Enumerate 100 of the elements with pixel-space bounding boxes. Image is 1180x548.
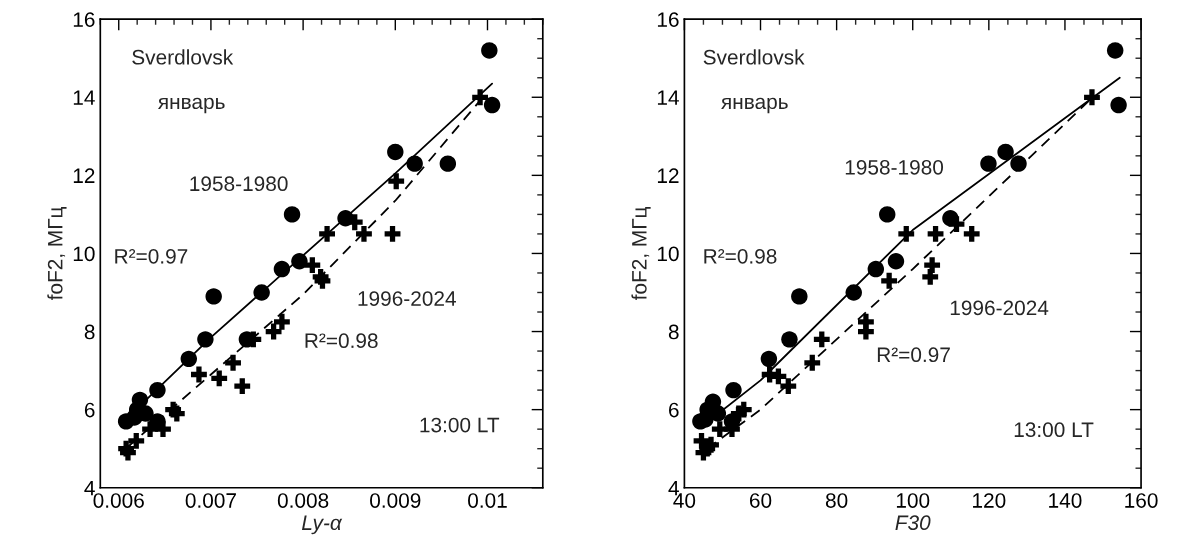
annotation: Sverdlovsk [132,49,234,65]
point [197,331,214,348]
point [1084,89,1100,106]
point [319,226,335,242]
x-axis-title: Ly-α [301,515,343,535]
x-tick-label: 0.009 [370,493,421,508]
point [481,42,498,59]
x-axis-title: F30 [895,515,931,531]
point [813,331,830,348]
point [387,143,404,161]
point [791,288,808,305]
point [711,421,728,438]
point [697,411,714,428]
point [142,421,158,438]
x-tick-label: 100 [896,493,930,508]
point [858,323,874,340]
point [804,354,821,371]
y-tick-label: 8 [84,324,95,340]
x-tick-label: 0.006 [93,493,144,508]
annotation: 1958-1980 [845,159,944,175]
annotation: январь [158,97,225,114]
point [980,155,997,172]
point [356,226,372,242]
point [483,96,501,114]
point [406,155,423,172]
point [304,257,321,274]
point [867,260,885,278]
annotation: R²=0.97 [877,347,950,363]
annotation: R²=0.97 [115,248,188,264]
y-axis-title: foF2, МГц [631,207,651,301]
annotation: R²=0.98 [704,248,777,264]
point [168,405,185,422]
point [730,405,747,422]
point [881,272,898,289]
y-tick-label: 6 [84,402,95,418]
y-tick-label: 16 [73,12,95,27]
annotation: 1958-1980 [190,176,288,192]
y-tick-label: 12 [73,168,95,183]
x-tick-label: 120 [973,493,1006,508]
point [780,378,797,395]
point [234,378,251,395]
x-tick-label: 0.01 [468,493,507,508]
point [439,155,457,172]
point [149,381,166,399]
point [191,366,207,383]
point [472,89,489,106]
point [781,331,798,348]
point [948,216,965,233]
point [1010,155,1027,172]
point [180,350,198,368]
x-tick-label: 60 [749,493,772,508]
point [283,206,301,223]
point [253,284,270,301]
point [963,226,980,242]
x-tick-label: 80 [825,493,848,508]
y-tick-label: 14 [73,90,95,105]
point [927,226,944,242]
point [760,350,778,368]
point [725,381,742,399]
point [845,284,862,301]
annotation: R²=0.98 [305,333,378,349]
point [273,260,291,278]
y-tick-label: 8 [668,324,679,340]
point [211,370,228,387]
annotation: 1996-2024 [950,300,1049,316]
annotation: Sverdlovsk [703,49,805,65]
y-tick-label: 10 [73,246,95,262]
point [205,288,222,305]
point [1106,42,1124,59]
y-axis-title: foF2, МГц [47,207,67,301]
annotation: 1996-2024 [358,291,456,306]
point [887,253,905,270]
point [291,253,308,270]
y-tick-label: 4 [84,480,95,496]
point [879,206,896,223]
y-tick-label: 14 [657,90,679,105]
x-tick-label: 0.008 [277,493,329,508]
point [128,432,145,449]
point [273,313,290,330]
annotation: январь [721,97,788,114]
x-tick-label: 0.007 [185,493,236,508]
point [384,226,401,242]
point [155,421,171,438]
point [388,173,405,190]
point [922,268,939,285]
y-tick-label: 12 [657,168,679,183]
y-tick-label: 6 [669,402,679,418]
point [225,354,241,371]
point [314,272,331,289]
annotation: 13:00 LT [1014,422,1094,438]
point [898,226,915,242]
x-tick-label: 160 [1125,493,1158,508]
point [703,436,719,453]
point [120,444,136,461]
x-tick-label: 140 [1049,493,1082,508]
point [1110,96,1127,114]
point [997,143,1014,161]
y-tick-label: 10 [657,246,679,262]
point [265,323,282,340]
y-tick-label: 16 [657,12,679,27]
